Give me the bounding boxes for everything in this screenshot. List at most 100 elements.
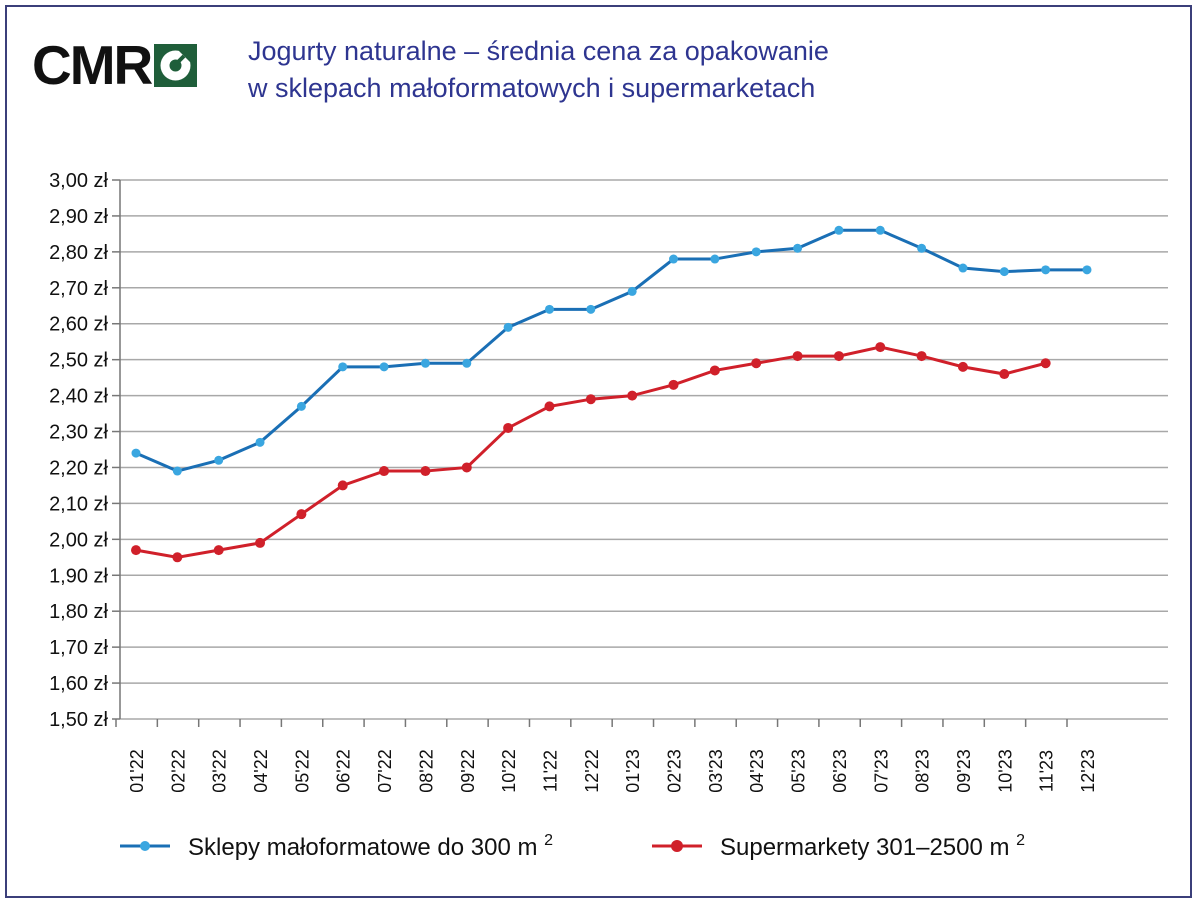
data-point [627,390,638,401]
data-point [751,358,762,369]
data-point [875,225,885,235]
data-point [214,455,224,465]
data-point [461,462,472,473]
data-point [420,358,430,368]
data-point [669,254,679,264]
x-tick-label: 03'22 [210,749,230,792]
y-tick-label: 1,50 zł [49,709,108,731]
data-point [1040,358,1051,369]
y-tick-label: 2,30 zł [49,422,108,444]
data-point [999,369,1010,380]
logo-text: CMR [32,34,153,96]
y-tick-label: 2,00 zł [49,529,108,551]
y-tick-label: 2,50 zł [49,350,108,372]
series-line-1 [135,345,1047,559]
x-tick-label: 03'23 [706,749,726,792]
data-point [544,401,555,412]
x-tick-label: 05'22 [292,749,312,792]
x-tick-label: 08'22 [416,749,436,792]
x-tick-label: 02'22 [168,749,188,792]
data-point [957,361,968,372]
legend-label: Supermarkety 301–2500 m 2 [720,832,1025,861]
data-point [668,379,679,390]
y-tick-label: 2,60 zł [49,314,108,336]
data-point [420,466,431,477]
data-point [710,254,720,264]
x-tick-label: 11'22 [540,750,560,792]
data-point [751,247,761,257]
data-point [337,480,348,491]
x-tick-label: 09'23 [954,749,974,792]
x-tick-label: 05'23 [789,749,809,792]
data-point [585,394,596,405]
x-tick-label: 04'23 [747,749,767,792]
series-line-0 [135,228,1087,473]
x-tick-label: 07'22 [375,749,395,792]
title-line-2: w sklepach małoformatowych i supermarket… [248,73,816,103]
data-point [916,351,927,362]
data-point [296,509,307,520]
title-line-1: Jogurty naturalne – średnia cena za opak… [248,36,829,66]
data-point [917,243,927,253]
data-point [999,267,1009,277]
data-point [834,225,844,235]
data-point [958,263,968,273]
data-point [503,322,513,332]
y-tick-label: 2,90 zł [49,206,108,228]
y-tick-label: 3,00 zł [49,170,108,192]
data-point [1041,265,1051,275]
data-point [793,243,803,253]
y-tick-label: 2,70 zł [49,278,108,300]
x-tick-label: 12'22 [582,749,602,792]
y-tick-label: 1,70 zł [49,637,108,659]
data-point [544,304,554,314]
data-point [379,362,389,372]
cmr-logo: CMR [32,34,198,96]
x-tick-label: 10'22 [499,749,519,792]
data-point [503,422,514,433]
legend-marker [140,841,150,851]
y-tick-label: 1,60 zł [49,673,108,695]
chart-title: Jogurty naturalne – średnia cena za opak… [248,33,829,107]
logo-mark-icon [154,44,198,87]
x-tick-label: 07'23 [871,749,891,792]
data-point [255,437,265,447]
x-tick-label: 12'23 [1078,749,1098,792]
chart-frame [5,5,1192,898]
data-point [213,545,224,556]
data-point [586,304,596,314]
x-tick-label: 06'22 [334,749,354,792]
data-point [172,552,183,563]
x-tick-label: 04'22 [251,749,271,792]
data-point [296,401,306,411]
data-point [627,286,637,296]
data-point [255,537,266,548]
data-point [462,358,472,368]
y-tick-label: 2,20 zł [49,457,108,479]
x-tick-label: 10'23 [995,749,1015,792]
x-tick-label: 11'23 [1037,750,1057,792]
data-point [172,466,182,476]
x-tick-label: 08'23 [913,749,933,792]
legend-marker [671,840,683,852]
x-tick-label: 06'23 [830,749,850,792]
data-point [379,466,390,477]
y-tick-label: 2,40 zł [49,386,108,408]
x-tick-label: 01'23 [623,749,643,792]
y-tick-label: 1,90 zł [49,565,108,587]
data-point [1082,265,1092,275]
data-point [709,365,720,376]
y-tick-label: 2,80 zł [49,242,108,264]
data-point [131,448,141,458]
data-point [792,351,803,362]
x-tick-label: 09'22 [458,749,478,792]
data-point [338,362,348,372]
x-tick-label: 02'23 [665,749,685,792]
data-point [875,342,886,353]
y-tick-label: 1,80 zł [49,601,108,623]
y-tick-label: 2,10 zł [49,493,108,515]
data-point [833,351,844,362]
data-point [131,545,141,556]
legend-label: Sklepy małoformatowe do 300 m 2 [188,832,553,861]
